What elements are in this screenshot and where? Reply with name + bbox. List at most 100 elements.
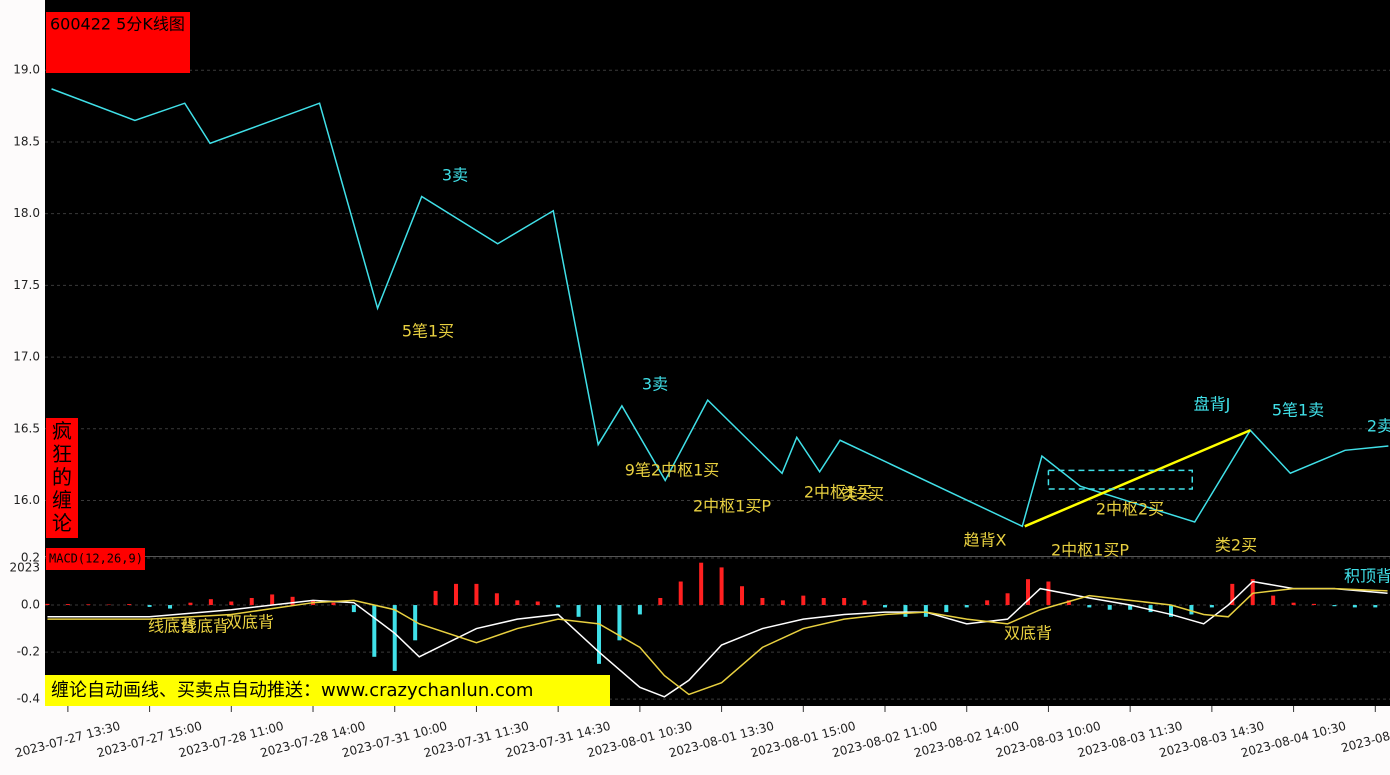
series-line [1047,469,1194,490]
macd-bar [985,600,990,606]
annotation: 双底背 [226,613,274,632]
annotation: 积顶背 [1344,567,1390,586]
macd-bar [1107,605,1112,610]
macd-bar [65,604,70,606]
macd-bar [1148,605,1153,613]
macd-bar [494,593,499,606]
series-line [51,88,1389,528]
macd-bar [1373,605,1378,608]
annotation: 5笔1卖 [1272,401,1324,420]
macd-bar [351,605,356,613]
y-tick-label: 19.0 [13,63,40,77]
macd-bar [1250,579,1255,606]
macd-bar [1332,605,1337,607]
macd-bar [1005,593,1010,606]
macd-bar [86,604,91,606]
macd-label-box [46,548,145,570]
y-tick-label: -0.4 [17,692,40,706]
y-tick-label: 17.0 [13,350,40,364]
macd-bar [168,605,173,609]
macd-bar [454,583,459,606]
macd-bar [1066,600,1071,606]
macd-bar [944,605,949,613]
annotation: 类2买 [842,485,884,504]
macd-bar [617,605,622,641]
macd-bar [576,605,581,617]
y-tick-label: 0.2 [21,551,40,565]
macd-bar [1352,605,1357,608]
annotation: 2中枢2买 [1096,500,1164,519]
macd-bar [1291,602,1296,606]
annotation: 类2买 [1215,536,1257,555]
macd-bar [372,605,377,657]
y-tick-label: 16.0 [13,493,40,507]
macd-bar [780,600,785,606]
annotation: 趋背X [964,531,1007,550]
y-tick-label: -0.2 [17,645,40,659]
y-tick-label: 0.0 [21,598,40,612]
macd-bar [1312,603,1317,606]
macd-bar [821,597,826,606]
macd-bar [597,605,602,664]
annotation: 线底背 [181,617,229,636]
macd-bar [964,605,969,608]
macd-bar [147,605,152,607]
side-banner: 疯狂的缠论 [52,419,72,535]
series-line [47,587,1388,696]
macd-bar [270,594,275,606]
annotation: 9笔2中枢1买 [625,461,720,480]
macd-bar [1189,605,1194,615]
y-tick-label: 17.5 [13,278,40,292]
annotation: 2中枢1买 [804,483,872,502]
macd-bar [1209,605,1214,608]
macd-bar [188,602,193,606]
annotation: 3卖 [642,375,668,394]
macd-bar [392,605,397,671]
macd-bar [719,567,724,606]
macd-bar [1230,583,1235,606]
macd-bar [474,583,479,606]
annotation: 盘背J [1194,395,1231,414]
annotation: 2卖 [1367,417,1390,436]
annotation: 2中枢1买P [693,497,771,516]
macd-bar [127,604,132,606]
macd-bar [433,590,438,606]
macd-bar [45,603,50,606]
banner-box [45,675,610,706]
series-line [47,580,1388,698]
macd-bar [290,596,295,606]
macd-bar [1026,579,1031,606]
annotation: 2中枢1买P [1051,541,1129,560]
y-tick-label: 16.5 [13,421,40,435]
macd-bar [413,605,418,641]
macd-bar [249,597,254,606]
title-box [46,12,190,73]
macd-bar [515,600,520,606]
macd-bar [1087,605,1092,608]
annotation: 线底背 [148,617,196,636]
macd-bar [842,597,847,606]
plot-bg [45,0,1390,706]
macd-bar [535,601,540,606]
macd-bar [862,600,867,606]
series-line [1024,429,1251,528]
macd-label: MACD(12,26,9) [49,552,143,566]
macd-bar [740,586,745,606]
y-tick-label: 18.5 [13,134,40,148]
macd-bar [1046,581,1051,606]
macd-bar [883,605,888,608]
macd-bar [1271,595,1276,606]
title: 600422 5分K线图 [50,15,185,34]
macd-bar [556,605,561,608]
side-banner-text: 疯狂的缠论 [52,419,72,535]
macd-bar [1169,605,1174,617]
macd-bar [801,595,806,606]
y-tick-label: 18.0 [13,206,40,220]
macd-bar [903,605,908,617]
macd-bar [208,599,213,606]
axis-note: 2023 [9,561,40,575]
annotation: 5笔1买 [402,322,454,341]
annotation: 双底背 [1004,624,1052,643]
macd-bar [699,562,704,606]
